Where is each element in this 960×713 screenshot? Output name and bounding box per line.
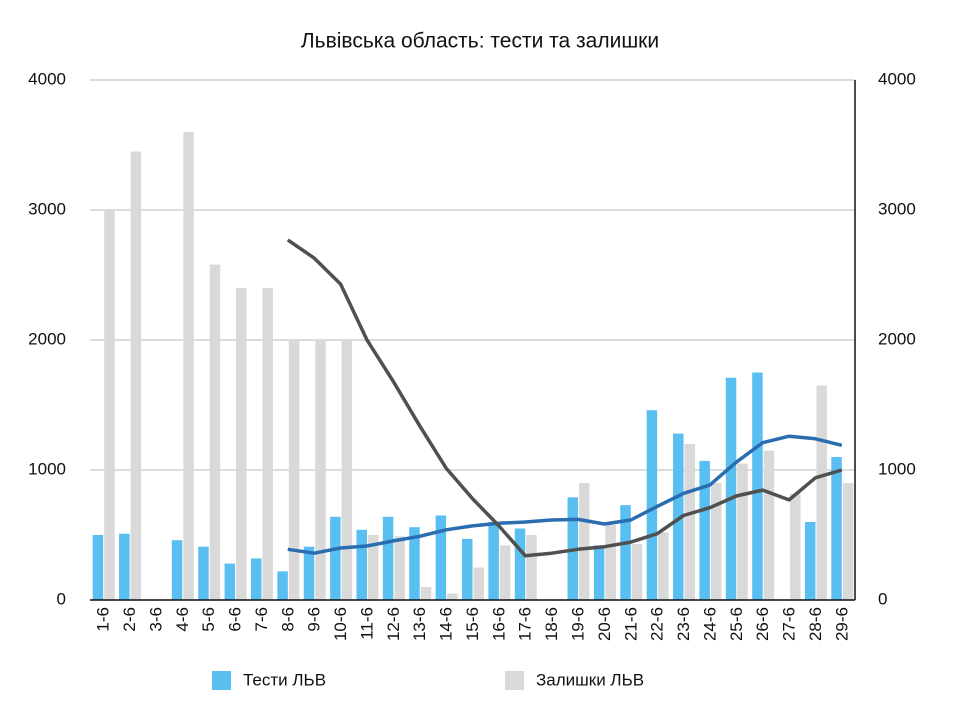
bar: [198, 546, 209, 600]
bar: [420, 587, 432, 600]
bar: [224, 563, 236, 600]
bar: [804, 522, 816, 600]
bar: [394, 536, 405, 600]
x-tick-label: 8-6: [278, 607, 297, 632]
x-tick-label: 22-6: [648, 607, 667, 641]
bar: [171, 540, 183, 600]
x-tick-label: 24-6: [700, 607, 719, 641]
bar: [382, 516, 394, 600]
bar: [526, 535, 537, 600]
bar: [831, 457, 842, 600]
bar: [710, 483, 722, 600]
x-tick-label: 12-6: [384, 607, 403, 641]
bar: [315, 340, 326, 600]
y-tick-label: 4000: [28, 69, 66, 88]
bar: [409, 527, 420, 600]
bar: [330, 516, 341, 600]
x-tick-label: 29-6: [832, 607, 851, 641]
bar: [499, 545, 511, 600]
y2-tick-label: 0: [878, 589, 887, 608]
bar: [303, 546, 315, 600]
y-tick-label: 0: [57, 589, 66, 608]
x-tick-label: 26-6: [753, 607, 772, 641]
x-tick-label: 1-6: [94, 607, 113, 632]
bar: [462, 538, 473, 600]
x-tick-label: 7-6: [252, 607, 271, 632]
bar: [104, 210, 115, 600]
x-tick-label: 25-6: [727, 607, 746, 641]
legend-label: Залишки ЛЬВ: [536, 670, 644, 689]
bar: [277, 571, 288, 600]
bar: [250, 558, 262, 600]
bar: [579, 483, 590, 600]
bar: [514, 528, 526, 600]
bar: [673, 433, 684, 600]
x-tick-label: 16-6: [489, 607, 508, 641]
bar: [236, 288, 247, 600]
bar: [620, 505, 631, 600]
bar: [130, 151, 142, 600]
trend-line: [286, 238, 843, 558]
bar: [435, 515, 447, 600]
y-tick-label: 2000: [28, 329, 66, 348]
trend-line: [287, 434, 843, 555]
bar: [593, 545, 605, 600]
bar: [92, 535, 104, 600]
y-tick-label: 1000: [28, 459, 66, 478]
bar: [790, 493, 801, 600]
bar: [209, 264, 221, 600]
x-tick-label: 18-6: [542, 607, 561, 641]
y2-tick-label: 4000: [878, 69, 916, 88]
bar: [473, 567, 484, 600]
chart-title: Львівська область: тести та залишки: [301, 30, 659, 53]
bar: [288, 340, 300, 600]
x-tick-label: 15-6: [463, 607, 482, 641]
x-tick-label: 3-6: [146, 607, 165, 632]
x-tick-label: 11-6: [357, 607, 376, 640]
bar: [341, 340, 353, 600]
bar: [816, 385, 827, 600]
bar: [262, 288, 273, 600]
bar: [699, 460, 710, 600]
x-tick-label: 28-6: [806, 607, 825, 641]
bar: [356, 529, 367, 600]
bar: [631, 544, 643, 600]
bar: [725, 377, 737, 600]
bar: [183, 132, 194, 600]
x-tick-label: 19-6: [569, 607, 588, 641]
bar: [684, 444, 696, 600]
x-tick-label: 2-6: [120, 607, 139, 632]
x-tick-label: 27-6: [780, 607, 799, 641]
x-tick-label: 17-6: [516, 607, 535, 641]
bar: [488, 522, 499, 600]
x-tick-label: 14-6: [437, 607, 456, 641]
bar: [447, 593, 458, 600]
y2-tick-label: 3000: [878, 199, 916, 218]
x-tick-label: 6-6: [226, 607, 245, 632]
y2-tick-label: 2000: [878, 329, 916, 348]
x-tick-label: 4-6: [173, 607, 192, 632]
x-tick-label: 20-6: [595, 607, 614, 641]
bar: [119, 533, 130, 600]
bar: [763, 450, 775, 600]
legend-swatch: [212, 671, 231, 690]
legend-label: Тести ЛЬВ: [243, 670, 326, 689]
x-tick-label: 10-6: [331, 607, 350, 641]
y2-tick-label: 1000: [878, 459, 916, 478]
x-tick-label: 9-6: [305, 607, 324, 632]
bar: [842, 483, 854, 600]
x-tick-label: 21-6: [621, 607, 640, 641]
x-tick-label: 23-6: [674, 607, 693, 641]
bar: [752, 372, 763, 600]
bar: [658, 532, 669, 600]
bar: [737, 463, 748, 600]
x-tick-label: 5-6: [199, 607, 218, 632]
x-tick-label: 13-6: [410, 607, 429, 641]
bar: [367, 535, 379, 600]
bar: [646, 410, 658, 600]
legend-swatch: [505, 671, 524, 690]
y-tick-label: 3000: [28, 199, 66, 218]
bar: [605, 524, 616, 600]
